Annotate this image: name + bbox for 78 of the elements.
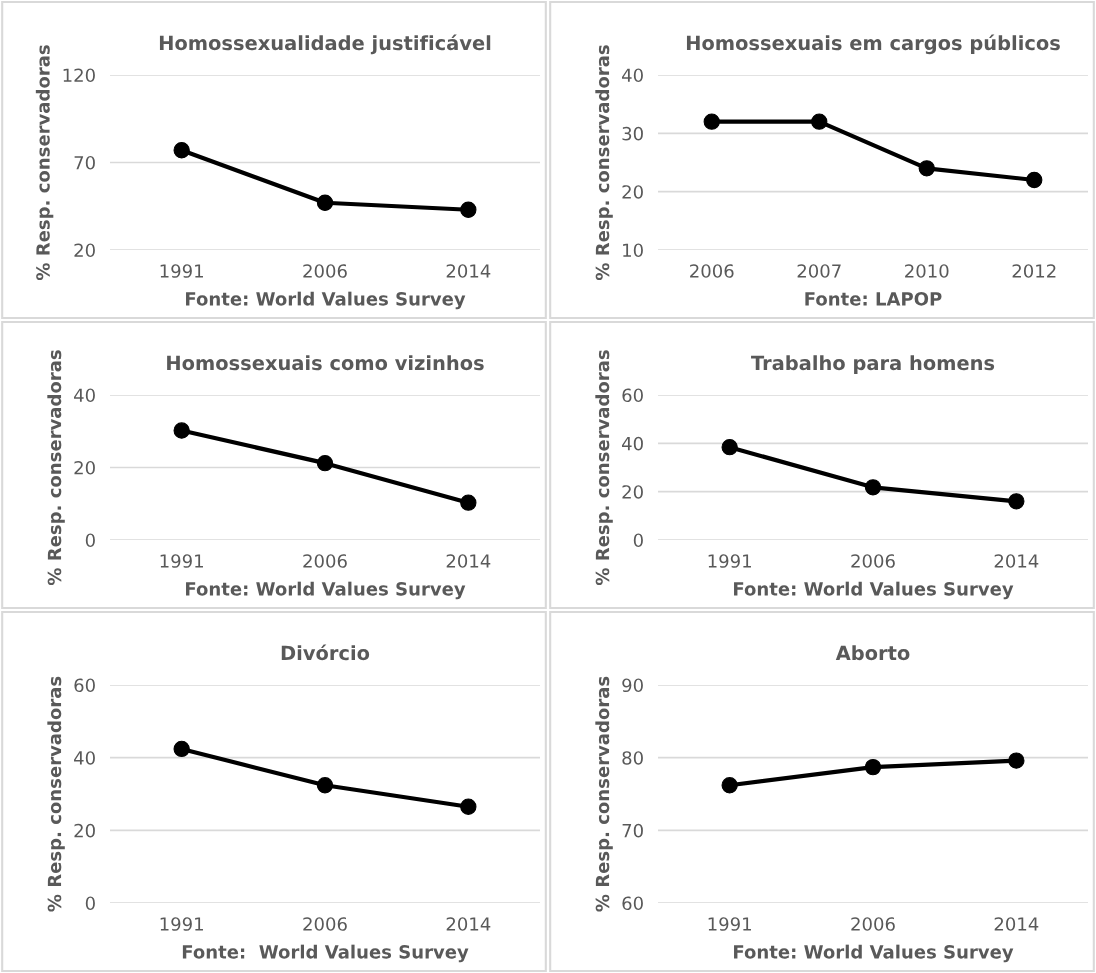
- x-tick-label: 2014: [994, 917, 1039, 931]
- point: [460, 798, 477, 815]
- x-tick-label: 1991: [160, 917, 203, 931]
- point: [173, 740, 190, 758]
- x-tick-label: 2014: [446, 264, 491, 278]
- y-tick-label: 60: [622, 388, 643, 403]
- chart-title: Divórcio: [281, 644, 370, 661]
- y-tick-label: 20: [74, 460, 95, 475]
- y-tick-label: 20: [74, 823, 95, 838]
- x-tick-label: 2010: [905, 264, 949, 278]
- x-tick-label: 2014: [446, 554, 491, 568]
- point: [316, 454, 334, 472]
- point: [1026, 171, 1043, 189]
- point: [703, 113, 720, 130]
- source-note: Fonte: World Values Survey: [186, 581, 466, 600]
- y-tick-label: 70: [74, 155, 95, 170]
- chart-title: Homossexuais em cargos públicos: [686, 34, 1060, 55]
- y-tick-label: 40: [622, 68, 643, 83]
- point: [173, 422, 190, 439]
- y-tick-label: 0: [85, 896, 95, 911]
- y-tick-label: 0: [633, 533, 643, 548]
- x-tick-label: 1991: [160, 554, 203, 568]
- y-axis-title: % Resp. conservadoras: [47, 350, 65, 586]
- y-tick-label: 80: [622, 751, 643, 765]
- y-tick-label: 0: [85, 533, 95, 548]
- source-note: Fonte: LAPOP: [805, 291, 942, 306]
- y-tick-label: 40: [622, 436, 643, 451]
- y-tick-label: 60: [74, 678, 95, 693]
- x-tick-label: 1991: [708, 917, 751, 931]
- y-axis-title: % Resp. conservadoras: [47, 676, 65, 912]
- point: [1008, 752, 1025, 769]
- y-tick-label: 20: [622, 185, 643, 199]
- x-tick-label: 2006: [303, 917, 347, 931]
- x-tick-label: 2006: [303, 554, 347, 568]
- point: [460, 201, 477, 218]
- point: [173, 142, 190, 159]
- x-tick-label: 2006: [851, 554, 895, 568]
- y-tick-label: 90: [622, 678, 643, 693]
- point: [864, 758, 882, 776]
- y-tick-label: 10: [623, 243, 643, 258]
- point: [1008, 493, 1025, 510]
- y-tick-label: 20: [74, 243, 95, 258]
- y-tick-label: 70: [622, 823, 643, 838]
- x-tick-label: 2012: [1012, 264, 1056, 278]
- x-tick-label: 2006: [851, 917, 895, 931]
- y-tick-label: 40: [74, 388, 95, 403]
- point: [460, 494, 477, 511]
- y-axis-title: % Resp. conservadoras: [595, 350, 613, 586]
- x-tick-label: 2006: [303, 264, 347, 278]
- y-tick-label: 60: [622, 896, 643, 911]
- chart-title: Homossexualidade justificável: [159, 34, 491, 55]
- point: [811, 113, 828, 130]
- y-tick-label: 40: [74, 751, 95, 765]
- source-note: Fonte: World Values Survey: [186, 291, 466, 310]
- point: [316, 194, 334, 211]
- chart-title: Trabalho para homens: [751, 355, 995, 375]
- source-note: Fonte: World Values Survey: [734, 581, 1014, 600]
- x-tick-label: 1991: [708, 554, 751, 568]
- point: [918, 160, 935, 177]
- point: [721, 439, 738, 456]
- x-tick-label: 2014: [446, 917, 491, 931]
- x-tick-label: 2007: [797, 264, 841, 278]
- y-axis-title: % Resp. conservadoras: [595, 676, 613, 912]
- y-tick-label: 30: [622, 126, 643, 141]
- chart-title: Homossexuais como vizinhos: [167, 355, 484, 371]
- y-axis-title: % Resp. conservadoras: [595, 45, 613, 281]
- x-tick-label: 2006: [690, 264, 734, 278]
- point: [316, 777, 334, 794]
- chart-title: Aborto: [835, 645, 910, 661]
- x-tick-label: 2014: [994, 554, 1039, 568]
- y-tick-label: 20: [622, 485, 643, 499]
- y-tick-label: 120: [63, 68, 95, 83]
- y-axis-title: % Resp. conservadoras: [35, 45, 54, 281]
- point: [721, 777, 738, 794]
- source-note: Fonte: World Values Survey: [182, 944, 469, 963]
- source-note: Fonte: World Values Survey: [734, 944, 1014, 963]
- point: [864, 479, 882, 496]
- x-tick-label: 1991: [160, 264, 203, 278]
